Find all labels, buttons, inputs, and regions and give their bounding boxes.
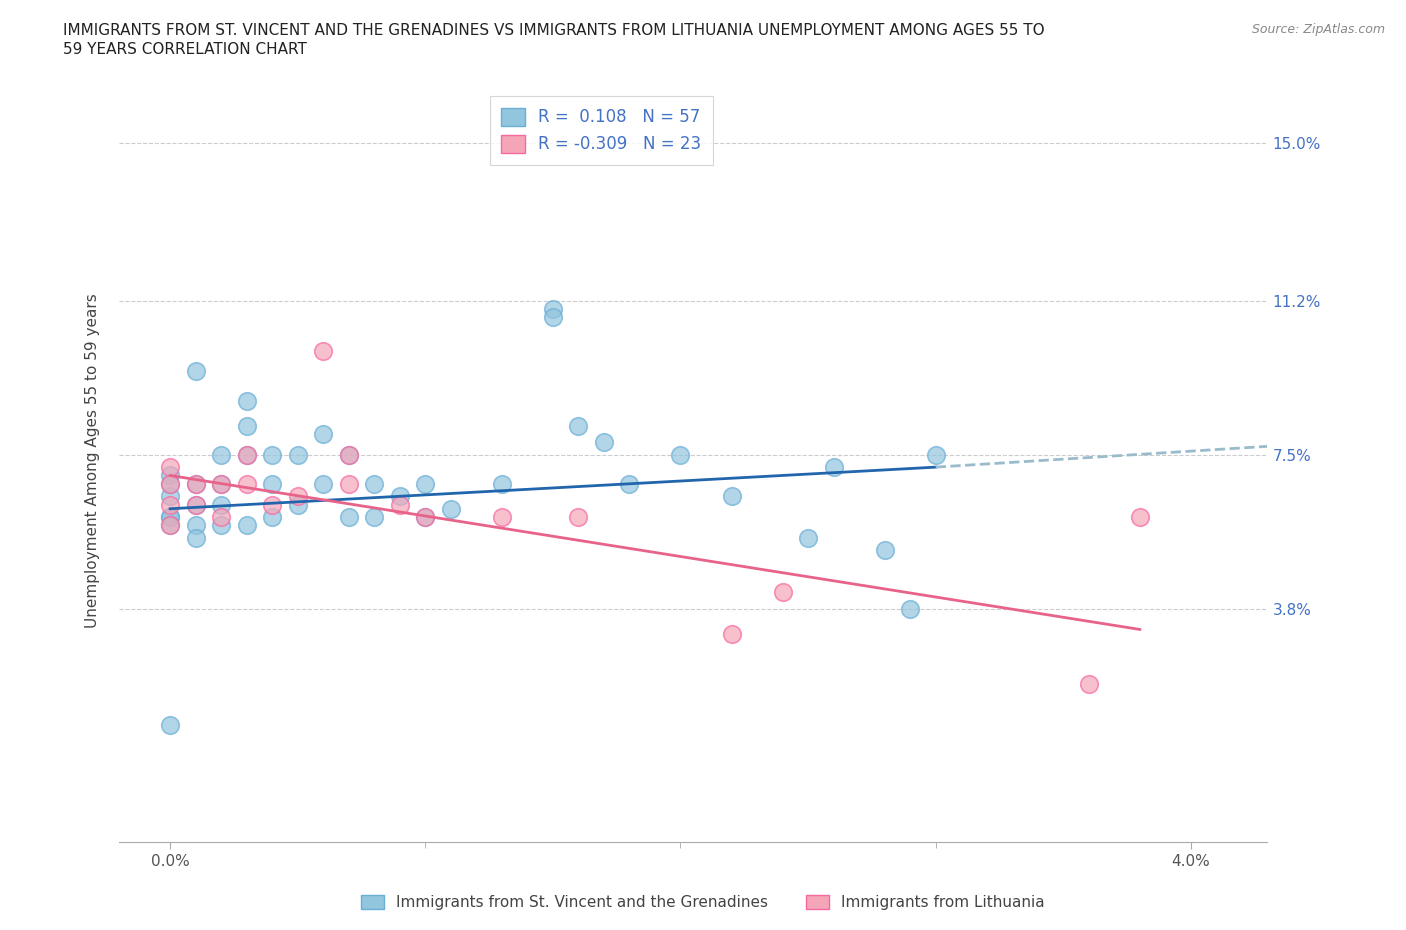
Point (209, 476, 232, 491)
Point (363, 510, 385, 525)
Point (898, 601, 921, 616)
Point (720, 626, 742, 641)
Point (159, 510, 181, 525)
Point (159, 489, 181, 504)
Point (159, 476, 181, 491)
Point (669, 447, 692, 462)
Point (235, 447, 257, 462)
Point (413, 510, 436, 525)
Point (567, 418, 589, 433)
Point (209, 510, 232, 525)
Point (159, 510, 181, 525)
Point (235, 447, 257, 462)
Point (593, 434, 616, 449)
Y-axis label: Unemployment Among Ages 55 to 59 years: Unemployment Among Ages 55 to 59 years (86, 294, 100, 629)
Point (1077, 676, 1099, 691)
Point (823, 459, 845, 474)
Point (262, 447, 284, 462)
Point (797, 530, 820, 545)
Point (235, 393, 257, 408)
Point (287, 498, 309, 512)
Point (337, 510, 360, 525)
Point (772, 585, 794, 600)
Point (184, 498, 207, 512)
Point (541, 301, 564, 316)
Point (413, 476, 436, 491)
Point (312, 427, 335, 442)
Point (184, 518, 207, 533)
Point (873, 543, 896, 558)
Point (159, 476, 181, 491)
Point (619, 476, 641, 491)
Point (235, 418, 257, 433)
Point (312, 343, 335, 358)
Point (184, 476, 207, 491)
Point (413, 510, 436, 525)
Point (184, 476, 207, 491)
Point (159, 498, 181, 512)
Point (363, 476, 385, 491)
Point (209, 498, 232, 512)
Point (262, 498, 284, 512)
Point (235, 518, 257, 533)
Point (287, 447, 309, 462)
Point (159, 518, 181, 533)
Point (388, 498, 411, 512)
Point (159, 518, 181, 533)
Point (184, 364, 207, 379)
Point (337, 447, 360, 462)
Point (209, 518, 232, 533)
Point (337, 447, 360, 462)
Point (159, 718, 181, 733)
Point (720, 489, 742, 504)
Point (235, 476, 257, 491)
Text: Source: ZipAtlas.com: Source: ZipAtlas.com (1251, 23, 1385, 36)
Point (184, 530, 207, 545)
Point (209, 476, 232, 491)
Point (388, 489, 411, 504)
Point (1129, 510, 1152, 525)
Text: IMMIGRANTS FROM ST. VINCENT AND THE GRENADINES VS IMMIGRANTS FROM LITHUANIA UNEM: IMMIGRANTS FROM ST. VINCENT AND THE GREN… (63, 23, 1045, 38)
Point (541, 310, 564, 325)
Point (159, 459, 181, 474)
Point (440, 501, 463, 516)
Point (287, 489, 309, 504)
Text: 59 YEARS CORRELATION CHART: 59 YEARS CORRELATION CHART (63, 42, 307, 57)
Point (337, 476, 360, 491)
Point (209, 447, 232, 462)
Point (312, 476, 335, 491)
Point (925, 447, 948, 462)
Legend: R =  0.108   N = 57, R = -0.309   N = 23: R = 0.108 N = 57, R = -0.309 N = 23 (489, 96, 713, 165)
Point (262, 476, 284, 491)
Point (262, 510, 284, 525)
Point (184, 498, 207, 512)
Point (159, 468, 181, 483)
Point (491, 476, 513, 491)
Point (491, 510, 513, 525)
Point (567, 510, 589, 525)
Legend: Immigrants from St. Vincent and the Grenadines, Immigrants from Lithuania: Immigrants from St. Vincent and the Gren… (353, 887, 1053, 918)
